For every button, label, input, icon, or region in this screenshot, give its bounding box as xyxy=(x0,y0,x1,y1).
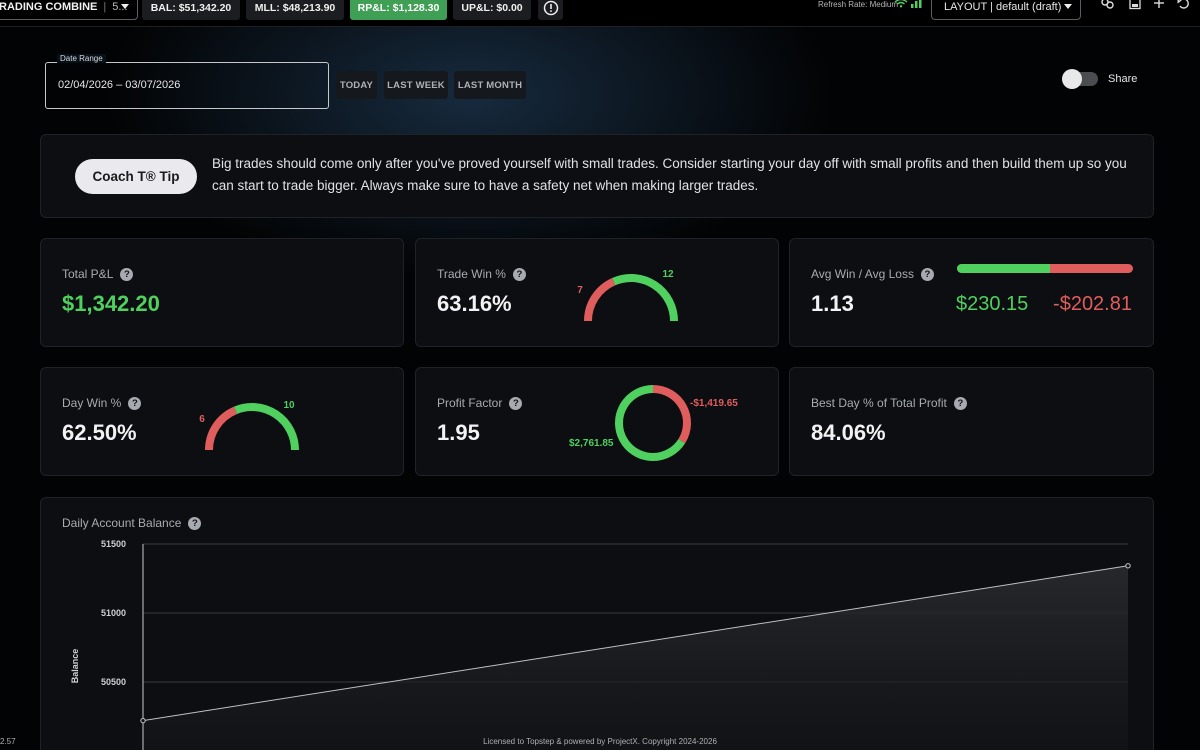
profit-factor-label: Profit Factor xyxy=(437,396,503,410)
avg-win-amount: $230.15 xyxy=(956,293,1029,315)
alert-icon xyxy=(543,0,558,16)
last-week-button[interactable]: LAST WEEK xyxy=(384,71,448,99)
last-month-button[interactable]: LAST MONTH xyxy=(454,71,526,99)
metric-label: Total P&L ? xyxy=(62,267,134,281)
chevron-down-icon xyxy=(1064,4,1072,9)
link-icon[interactable] xyxy=(1101,0,1115,10)
daily-balance-title: Daily Account Balance xyxy=(62,516,182,530)
day-win-value: 62.50% xyxy=(62,420,137,445)
help-icon[interactable]: ? xyxy=(953,396,967,410)
avg-win-loss-label: Avg Win / Avg Loss xyxy=(811,267,914,281)
metric-label: Best Day % of Total Profit ? xyxy=(811,396,967,410)
version-text: 2.57 xyxy=(0,737,16,746)
y-axis-label: Balance xyxy=(70,649,80,684)
gauge-win-arc xyxy=(234,403,299,451)
date-range-value: 02/04/2026 – 03/07/2026 xyxy=(58,79,181,91)
metric-label: Daily Account Balance ? xyxy=(62,516,202,530)
metric-label: Avg Win / Avg Loss ? xyxy=(811,267,934,281)
balance-point xyxy=(140,717,146,724)
best-day-value: 84.06% xyxy=(811,420,886,445)
top-bar: RADING COMBINE | 5... BAL: $51,342.20 ML… xyxy=(0,0,1200,27)
undo-icon[interactable] xyxy=(1177,0,1190,10)
save-icon[interactable] xyxy=(1129,0,1141,10)
account-selector[interactable]: RADING COMBINE | 5... xyxy=(0,0,138,20)
gauge-win-count: 12 xyxy=(662,269,674,280)
gauge-loss-arc xyxy=(584,277,616,322)
gauge-loss-count: 7 xyxy=(577,285,583,296)
layout-label: LAYOUT | default (draft) xyxy=(944,1,1062,13)
account-separator: | xyxy=(103,1,107,13)
balance-pill: BAL: $51,342.20 xyxy=(142,0,240,20)
total-pnl-label: Total P&L xyxy=(62,267,114,281)
donut-loss-arc xyxy=(652,385,691,444)
mll-pill: MLL: $48,213.90 xyxy=(246,0,344,20)
avg-ratio-bar xyxy=(957,264,1133,273)
metric-label: Profit Factor ? xyxy=(437,396,523,410)
best-day-label: Best Day % of Total Profit xyxy=(811,396,947,410)
metric-label: Day Win % ? xyxy=(62,396,142,410)
add-icon[interactable] xyxy=(1153,0,1165,10)
trade-win-card: Trade Win % ? 63.16% 7 12 xyxy=(415,238,779,347)
balance-line xyxy=(142,565,1129,722)
footer-license: Licensed to Topstep & powered by Project… xyxy=(483,737,717,746)
y-tick-label: 50500 xyxy=(101,677,126,687)
day-win-gauge: 6 10 xyxy=(199,400,299,451)
gauge-win-count: 10 xyxy=(283,400,295,411)
account-name: RADING COMBINE xyxy=(0,1,98,13)
avg-win-loss-card: Avg Win / Avg Loss ? 1.13 $230.15 -$202.… xyxy=(789,238,1154,347)
gauge-loss-arc xyxy=(205,406,238,451)
total-pnl-card: Total P&L ? $1,342.20 xyxy=(40,238,404,347)
share-toggle[interactable] xyxy=(1062,69,1098,89)
realized-pnl-pill: RP&L: $1,128.30 xyxy=(350,0,447,20)
daily-balance-card: Daily Account Balance ? 51500 51000 50500 … xyxy=(40,497,1154,750)
y-tick-label: 51500 xyxy=(101,539,126,549)
profit-factor-donut: $2,761.85 -$1,419.65 xyxy=(569,385,738,461)
signal-bars-icon xyxy=(911,0,922,8)
coach-tip-button[interactable]: Coach T® Tip xyxy=(75,159,197,194)
balance-point xyxy=(1125,563,1131,569)
help-icon[interactable]: ? xyxy=(120,267,134,281)
trade-win-label: Trade Win % xyxy=(437,267,506,281)
share-label: Share xyxy=(1108,73,1138,85)
layout-selector[interactable]: LAYOUT | default (draft) xyxy=(931,0,1081,20)
day-win-card: Day Win % ? 62.50% 6 10 xyxy=(40,367,404,476)
gauge-win-arc xyxy=(612,274,678,322)
unrealized-pnl-pill: UP&L: $0.00 xyxy=(453,0,531,20)
help-icon[interactable]: ? xyxy=(509,396,523,410)
donut-profit-label: $2,761.85 xyxy=(569,438,614,449)
daily-balance-chart: 51500 51000 50500 Balance xyxy=(70,539,1131,750)
coach-tip-card: Coach T® Tip Big trades should come only… xyxy=(40,134,1154,218)
refresh-rate-label: Refresh Rate: Medium xyxy=(818,0,899,9)
help-icon[interactable]: ? xyxy=(512,267,526,281)
avg-loss-amount: -$202.81 xyxy=(1053,293,1132,315)
trade-win-gauge: 7 12 xyxy=(577,269,678,322)
chevron-down-icon xyxy=(121,4,129,9)
alert-button[interactable] xyxy=(538,0,563,20)
trade-win-value: 63.16% xyxy=(437,291,512,316)
coach-tip-text: Big trades should come only after you've… xyxy=(212,156,1127,193)
day-win-label: Day Win % xyxy=(62,396,122,410)
best-day-card: Best Day % of Total Profit ? 84.06% xyxy=(789,367,1154,476)
avg-win-bar-fill xyxy=(957,264,1051,273)
wifi-icon xyxy=(894,0,908,8)
balance-area xyxy=(143,565,1128,750)
y-tick-label: 51000 xyxy=(101,608,126,618)
profit-factor-card: Profit Factor ? 1.95 $2,761.85 -$1,419.6… xyxy=(415,367,779,476)
today-button[interactable]: TODAY xyxy=(336,71,377,99)
total-pnl-value: $1,342.20 xyxy=(62,291,160,316)
date-range-label: Date Range xyxy=(57,54,106,63)
toggle-knob xyxy=(1062,69,1082,89)
help-icon[interactable]: ? xyxy=(128,396,142,410)
profit-factor-value: 1.95 xyxy=(437,420,480,445)
help-icon[interactable]: ? xyxy=(920,267,934,281)
help-icon[interactable]: ? xyxy=(188,516,202,530)
gauge-loss-count: 6 xyxy=(199,414,205,425)
donut-profit-arc xyxy=(615,385,686,461)
date-range-field[interactable]: Date Range 02/04/2026 – 03/07/2026 xyxy=(45,54,329,109)
avg-win-loss-value: 1.13 xyxy=(811,291,854,316)
metric-label: Trade Win % ? xyxy=(437,267,526,281)
donut-loss-label: -$1,419.65 xyxy=(690,398,738,409)
